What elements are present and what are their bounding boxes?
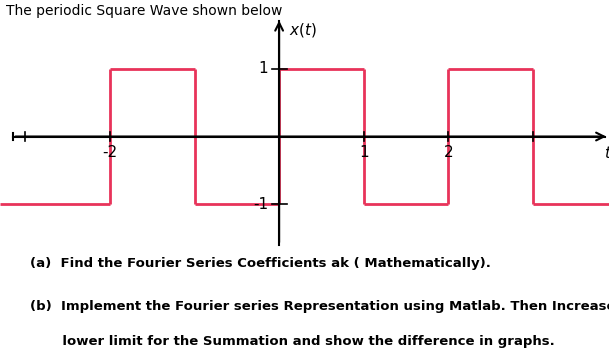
Text: 1: 1 — [359, 145, 368, 160]
Text: (a)  Find the Fourier Series Coefficients ak ( Mathematically).: (a) Find the Fourier Series Coefficients… — [30, 257, 491, 271]
Text: 2: 2 — [443, 145, 453, 160]
Text: -1: -1 — [253, 197, 268, 212]
Text: The periodic Square Wave shown below: The periodic Square Wave shown below — [6, 4, 283, 17]
Text: (b)  Implement the Fourier series Representation using Matlab. Then Increase the: (b) Implement the Fourier series Represe… — [30, 300, 609, 313]
Text: -2: -2 — [102, 145, 118, 160]
Text: $x(t)$: $x(t)$ — [289, 21, 317, 39]
Text: lower limit for the Summation and show the difference in graphs.: lower limit for the Summation and show t… — [30, 335, 555, 349]
Text: $t$: $t$ — [604, 145, 609, 161]
Text: 1: 1 — [258, 61, 268, 76]
